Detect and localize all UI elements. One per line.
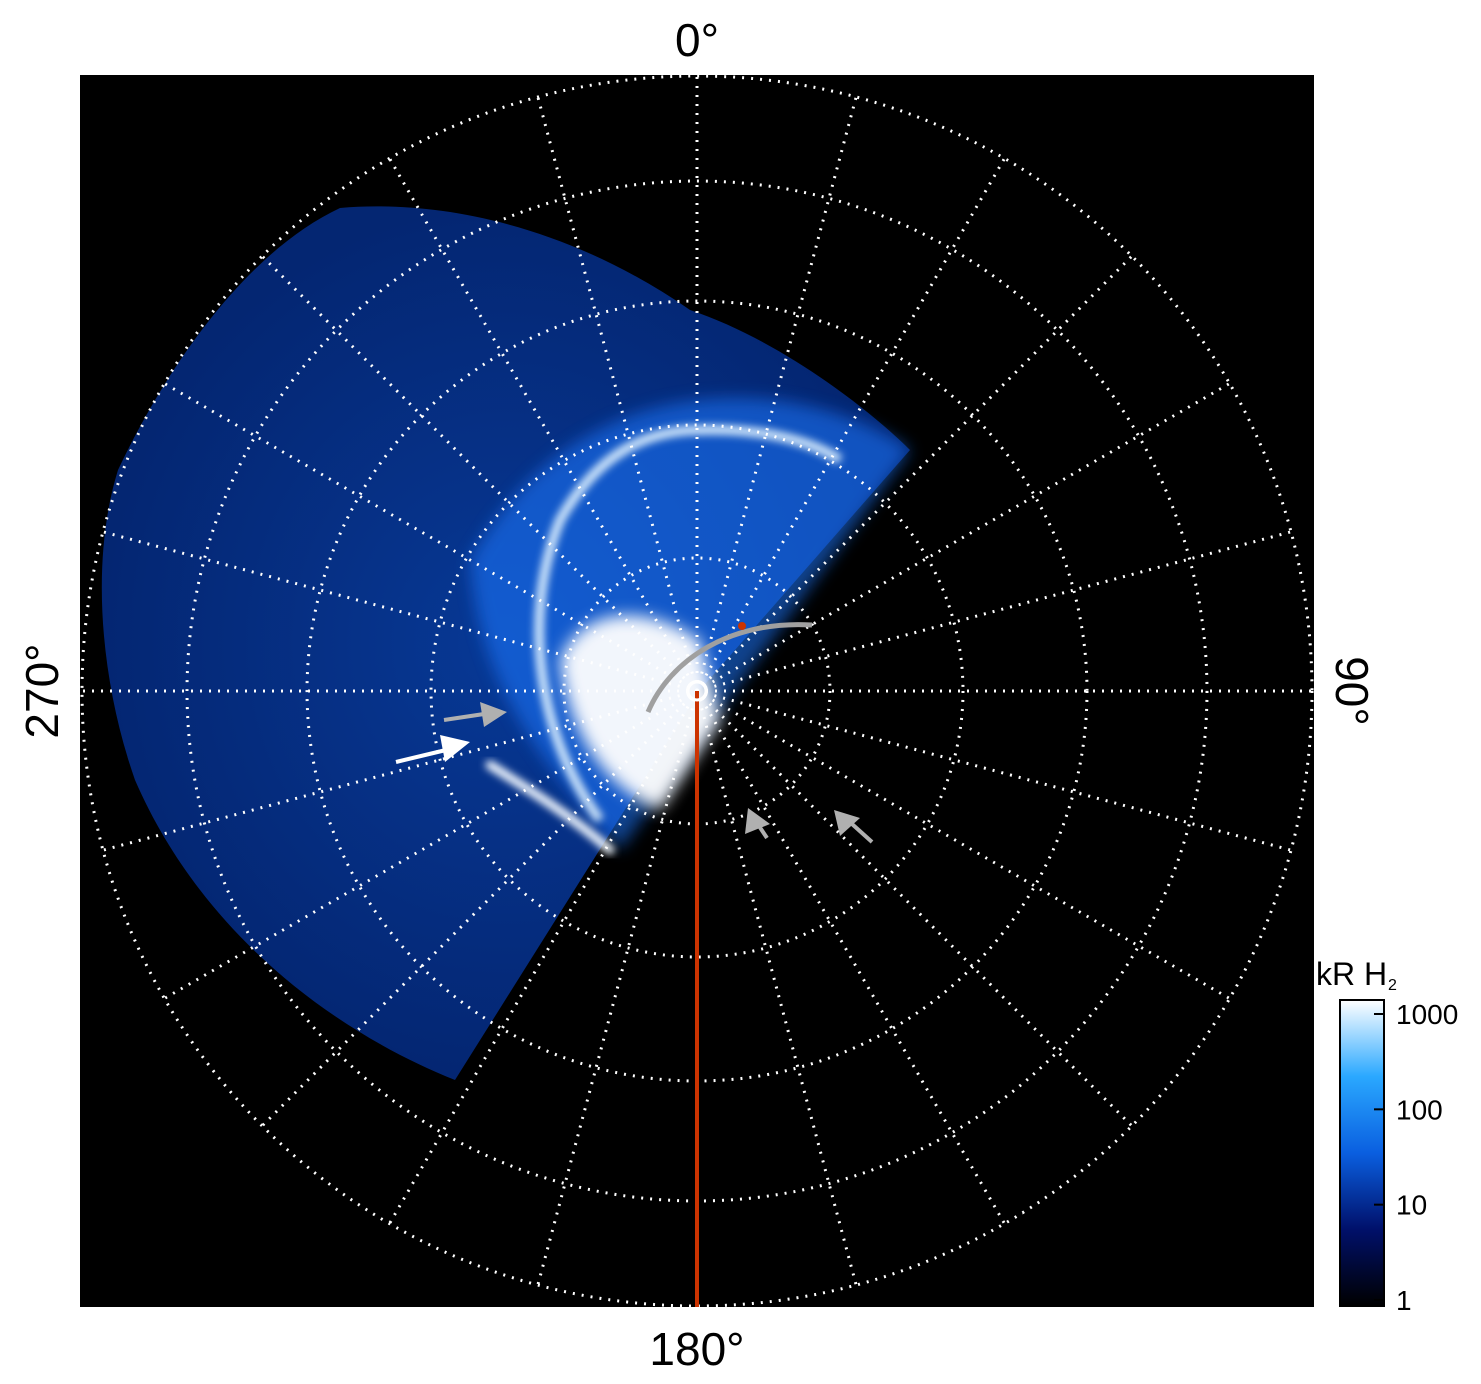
arrow-gray-center — [745, 808, 770, 840]
grid-meridian — [388, 690, 699, 1225]
grid-meridian — [696, 689, 1292, 852]
colorbar-ramp — [1339, 999, 1385, 1307]
grid-circle — [429, 423, 965, 959]
grid-meridian — [536, 690, 699, 1286]
arrow-gray-left — [443, 702, 507, 727]
grid-meridian — [102, 530, 698, 693]
grid-meridian — [695, 690, 858, 1286]
arrow-white — [395, 735, 470, 764]
grid-meridian — [261, 689, 699, 1127]
grid-meridian — [695, 157, 1006, 692]
grid-meridian — [696, 530, 1292, 693]
grid-meridian — [163, 382, 698, 693]
colorbar-tick-label: 1000 — [1396, 999, 1458, 1030]
bright-emission-streak — [485, 760, 615, 855]
arrow-gray-right — [834, 810, 874, 844]
grid-meridian — [695, 689, 1133, 1127]
grid-meridian — [261, 255, 699, 693]
label-180deg: 180° — [649, 1323, 744, 1375]
grid-meridian — [696, 382, 1231, 693]
colorbar-tick-label: 10 — [1396, 1190, 1427, 1221]
colorbar-tick-label: 100 — [1396, 1094, 1443, 1125]
pole-marker — [686, 680, 708, 702]
colorbar-title: kR H — [1316, 956, 1387, 992]
grid-meridian — [695, 690, 1006, 1225]
grid-meridian — [695, 255, 1133, 693]
grid-meridian — [102, 689, 698, 852]
label-270deg: 270° — [16, 643, 68, 738]
arc-marker-point — [738, 622, 746, 630]
arc-marker — [645, 622, 813, 713]
grid-meridian — [163, 689, 698, 1000]
label-90deg: 90° — [1326, 656, 1378, 726]
grid-circle — [80, 75, 1314, 1307]
colorbar-title-subscript: 2 — [1388, 977, 1397, 994]
grid-meridian — [536, 96, 699, 692]
grid-meridian — [696, 689, 1231, 1000]
polar-grid — [80, 75, 1314, 1307]
colorbar-tick-label: 1 — [1396, 1285, 1412, 1316]
label-0deg: 0° — [675, 14, 719, 66]
colorbar: kR H 2 1000 100 10 1 — [1316, 956, 1458, 1316]
grid-meridian — [695, 96, 858, 692]
grid-meridian — [388, 157, 699, 692]
